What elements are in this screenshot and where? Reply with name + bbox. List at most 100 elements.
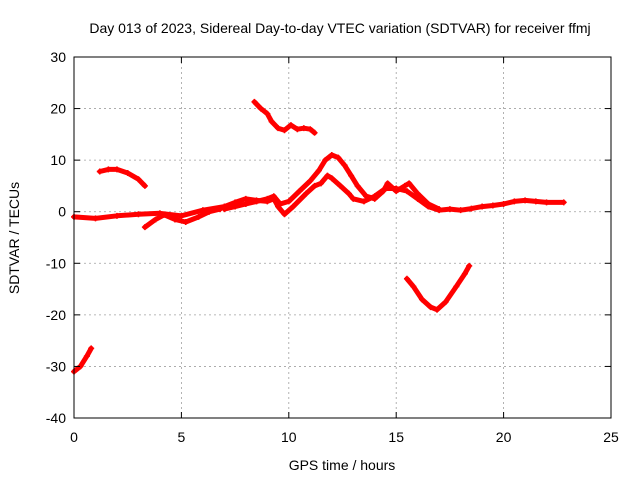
data-point: [264, 110, 271, 117]
data-point: [294, 126, 301, 133]
x-tick-label: 20: [496, 429, 512, 445]
data-point: [418, 296, 425, 303]
data-point: [479, 203, 486, 210]
data-point: [277, 200, 284, 207]
data-point: [96, 168, 103, 175]
data-point: [206, 208, 213, 215]
data-point: [427, 304, 434, 311]
data-point: [442, 298, 449, 305]
data-point: [264, 195, 271, 202]
data-point: [217, 206, 224, 213]
data-point: [436, 206, 443, 213]
data-point: [318, 180, 325, 187]
data-point: [410, 283, 417, 290]
data-point: [307, 126, 314, 133]
data-point: [401, 182, 408, 189]
y-tick-label: 10: [50, 152, 66, 168]
x-tick-label: 25: [603, 429, 619, 445]
data-point: [354, 182, 361, 189]
data-point: [302, 190, 309, 197]
data-point: [461, 270, 468, 277]
data-point: [171, 216, 178, 223]
data-point: [268, 118, 275, 125]
data-point: [105, 166, 112, 173]
data-point: [348, 172, 355, 179]
data-point: [296, 188, 303, 195]
data-point: [371, 195, 378, 202]
y-tick-label: -20: [46, 307, 66, 323]
y-tick-label: -10: [46, 255, 66, 271]
data-point: [161, 211, 168, 218]
data-point: [384, 180, 391, 187]
y-tick-label: 20: [50, 101, 66, 117]
data-point: [522, 197, 529, 204]
data-point: [453, 283, 460, 290]
data-point: [425, 200, 432, 207]
y-tick-label: 30: [50, 49, 66, 65]
data-point: [360, 198, 367, 205]
data-point: [380, 188, 387, 195]
x-tick-label: 0: [70, 429, 78, 445]
data-point: [466, 262, 473, 269]
y-axis-label: SDTVAR / TECUs: [6, 182, 22, 294]
data-point: [337, 182, 344, 189]
plot-frame: [73, 56, 612, 419]
chart-title: Day 013 of 2023, Sidereal Day-to-day VTE…: [89, 20, 590, 36]
data-point: [92, 215, 99, 222]
data-point: [328, 151, 335, 158]
data-point: [328, 175, 335, 182]
data-series: [71, 98, 567, 375]
data-point: [500, 200, 507, 207]
data-point: [270, 193, 277, 200]
data-point: [281, 211, 288, 218]
data-point: [290, 203, 297, 210]
data-point: [135, 176, 142, 183]
data-point: [242, 195, 249, 202]
data-point: [403, 275, 410, 282]
data-point: [532, 198, 539, 205]
data-point: [434, 306, 441, 313]
data-point: [350, 195, 357, 202]
data-point: [457, 207, 464, 214]
data-point: [113, 212, 120, 219]
data-point: [253, 198, 260, 205]
data-point: [281, 127, 288, 134]
data-point: [195, 213, 202, 220]
grid-lines: [74, 57, 611, 418]
data-point: [335, 154, 342, 161]
data-point: [311, 129, 318, 136]
data-point: [315, 167, 322, 174]
series-track-bottom-left: [71, 345, 94, 375]
y-tick-label: -40: [46, 410, 66, 426]
data-point: [300, 125, 307, 132]
series-track-lower-dip: [142, 206, 223, 230]
data-point: [322, 157, 329, 164]
x-tick-label: 15: [388, 429, 404, 445]
x-tick-labels: 0 5 10 15 20 25: [70, 429, 619, 445]
data-point: [446, 206, 453, 213]
data-point: [363, 193, 370, 200]
data-point: [403, 188, 410, 195]
data-point: [275, 125, 282, 132]
data-point: [511, 198, 518, 205]
data-point: [489, 202, 496, 209]
data-point: [182, 219, 189, 226]
data-point: [232, 203, 239, 210]
data-point: [141, 224, 148, 231]
data-point: [135, 211, 142, 218]
data-point: [393, 188, 400, 195]
data-point: [88, 345, 95, 352]
axis-ticks: [73, 56, 612, 419]
data-point: [251, 98, 258, 105]
data-point: [152, 216, 159, 223]
data-point: [341, 162, 348, 169]
x-tick-label: 5: [178, 429, 186, 445]
data-point: [468, 205, 475, 212]
data-point: [178, 212, 185, 219]
data-point: [311, 182, 318, 189]
data-point: [345, 190, 352, 197]
data-point: [141, 182, 148, 189]
data-point: [83, 353, 90, 360]
data-point: [406, 180, 413, 187]
